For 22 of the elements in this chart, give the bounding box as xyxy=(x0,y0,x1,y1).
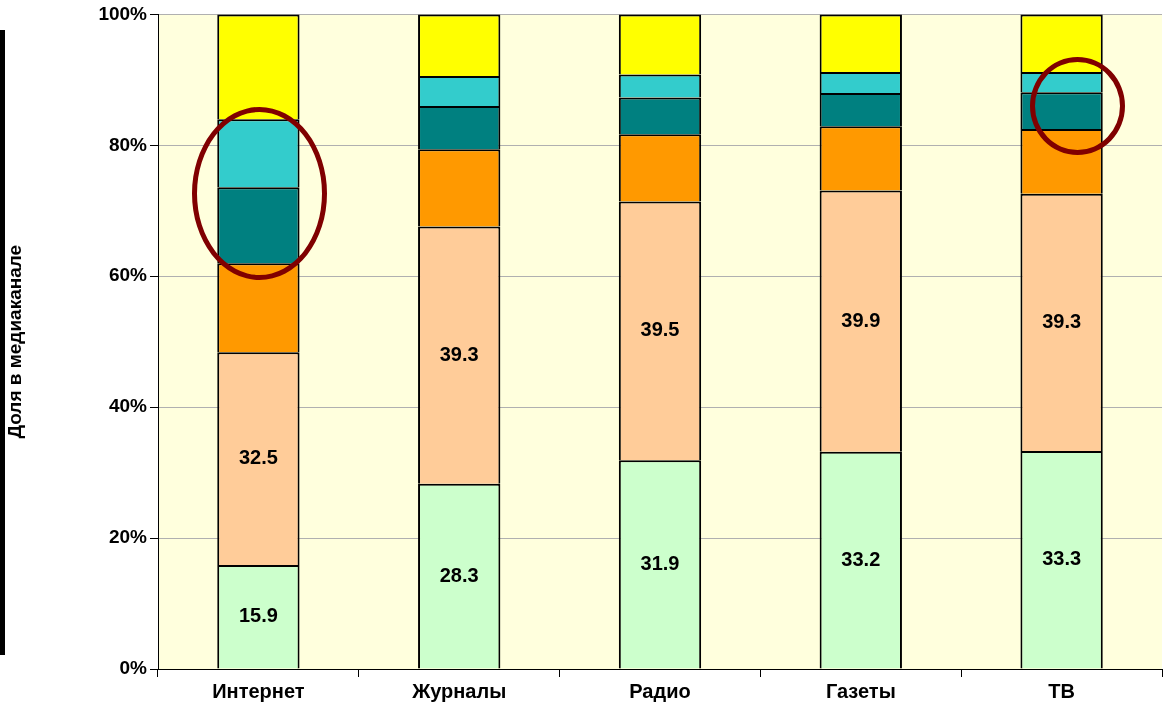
data-label: 32.5 xyxy=(238,446,278,469)
data-label: 39.9 xyxy=(841,308,881,331)
data-label: 39.3 xyxy=(439,342,479,365)
y-tick-label: 0% xyxy=(119,657,148,679)
y-tick-label: 100% xyxy=(98,2,148,24)
y-tick-label: 60% xyxy=(108,264,148,286)
x-tick-label: Интернет xyxy=(212,679,305,702)
x-tick-label: Радио xyxy=(629,679,691,702)
data-label: 31.9 xyxy=(640,551,680,574)
data-label: 39.3 xyxy=(1042,309,1082,332)
x-tick-label: Газеты xyxy=(825,679,896,702)
data-label: 33.2 xyxy=(841,547,881,570)
y-axis-title: Доля в медиаканале xyxy=(3,244,25,439)
data-label: 39.5 xyxy=(640,318,680,341)
x-tick-label: Журналы xyxy=(411,679,507,702)
data-label: 15.9 xyxy=(238,604,278,627)
data-label: 28.3 xyxy=(439,563,479,586)
data-label: 33.3 xyxy=(1042,547,1082,570)
y-tick-label: 80% xyxy=(108,133,148,155)
x-tick-label: ТВ xyxy=(1048,679,1075,702)
y-tick-label: 40% xyxy=(108,395,148,417)
y-tick-label: 20% xyxy=(108,526,148,548)
